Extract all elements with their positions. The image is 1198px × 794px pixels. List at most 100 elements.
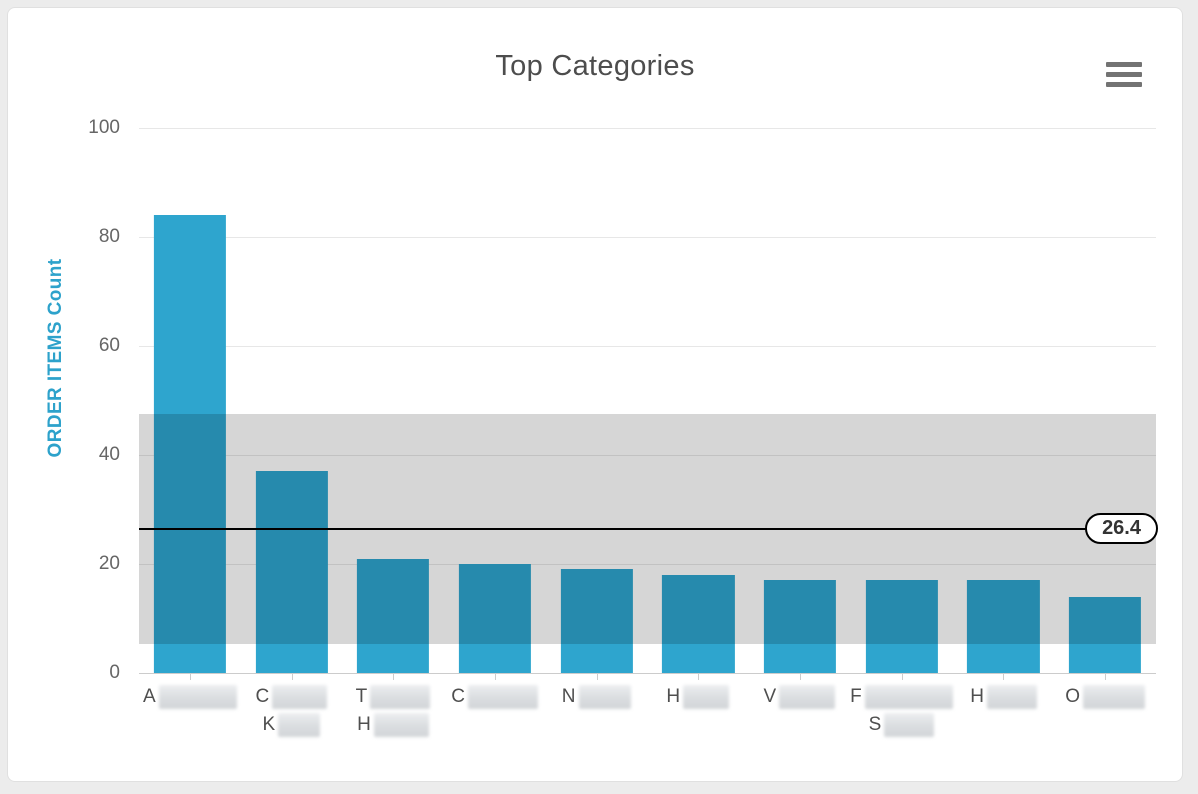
x-label-visible-text: A xyxy=(142,685,156,707)
hamburger-line xyxy=(1106,62,1142,67)
redacted-text-blur xyxy=(779,684,836,709)
x-axis-label: A xyxy=(139,684,241,737)
x-label-visible-text: H xyxy=(970,685,984,707)
bar-slot xyxy=(342,128,444,673)
x-tick-mark xyxy=(494,673,496,680)
x-tick-mark xyxy=(393,673,395,680)
x-tick-mark xyxy=(800,673,802,680)
x-axis-label-line: K xyxy=(263,712,321,737)
bar-slot xyxy=(851,128,953,673)
x-axis-label: O xyxy=(1054,684,1156,737)
y-axis-title: ORDER ITEMS Count xyxy=(45,258,66,458)
x-axis-label-line: H xyxy=(970,684,1037,709)
x-tick-mark xyxy=(596,673,598,680)
x-label-visible-text: S xyxy=(868,713,882,735)
bar-10[interactable] xyxy=(1069,596,1142,673)
bar-8[interactable] xyxy=(865,580,938,673)
x-axis-label-line: O xyxy=(1065,684,1146,709)
bar-slot xyxy=(953,128,1055,673)
plot-area: 26.4 xyxy=(139,128,1158,680)
gridline xyxy=(139,128,1156,129)
x-axis-label: V xyxy=(749,684,851,737)
x-label-visible-text: C xyxy=(451,685,465,707)
y-tick-label: 80 xyxy=(98,226,120,247)
bar-slot xyxy=(648,128,750,673)
x-axis-label: H xyxy=(647,684,749,737)
redacted-text-blur xyxy=(578,684,631,709)
redacted-text-blur xyxy=(370,684,431,709)
redacted-text-blur xyxy=(373,712,429,737)
hamburger-line xyxy=(1106,72,1142,77)
x-axis-label-line: T xyxy=(356,684,431,709)
x-label-visible-text: C xyxy=(255,685,270,707)
bar-slot xyxy=(139,128,241,673)
redacted-text-blur xyxy=(278,712,321,737)
bar-slot xyxy=(444,128,546,673)
x-axis-label: N xyxy=(545,684,647,737)
x-label-visible-text: V xyxy=(763,685,777,707)
x-tick-mark xyxy=(1105,673,1107,680)
y-tick-label: 20 xyxy=(98,553,120,574)
average-value-label: 26.4 xyxy=(1085,513,1158,545)
gridline xyxy=(139,237,1156,238)
redacted-text-blur xyxy=(864,684,953,709)
bar-slot xyxy=(546,128,648,673)
x-axis-label-line: V xyxy=(764,684,836,709)
average-line xyxy=(139,528,1156,531)
redacted-text-blur xyxy=(986,684,1037,709)
x-label-visible-text: H xyxy=(666,685,681,707)
bar-slot xyxy=(749,128,851,673)
bar-slot xyxy=(1054,128,1156,673)
x-tick-mark xyxy=(291,673,293,680)
bar-9[interactable] xyxy=(967,580,1040,673)
x-axis-label-line: H xyxy=(666,684,730,709)
bar-6[interactable] xyxy=(662,574,735,673)
average-value-text: 26.4 xyxy=(1102,517,1141,540)
x-label-visible-text: K xyxy=(262,713,276,735)
hamburger-menu-icon[interactable] xyxy=(1106,62,1142,87)
x-tick-mark xyxy=(901,673,903,680)
gridline xyxy=(139,455,1156,456)
x-label-visible-text: N xyxy=(561,685,576,707)
x-tick-mark xyxy=(1003,673,1005,680)
chart-title: Top Categories xyxy=(495,50,695,82)
redacted-text-blur xyxy=(683,684,730,709)
x-label-visible-text: F xyxy=(850,685,862,707)
y-tick-label: 0 xyxy=(109,662,120,683)
bar-5[interactable] xyxy=(560,569,633,673)
y-tick-label: 40 xyxy=(98,444,120,465)
x-axis-label-line: F xyxy=(850,684,953,709)
bar-3[interactable] xyxy=(357,558,430,673)
bar-series xyxy=(139,128,1156,673)
gridline xyxy=(139,564,1156,565)
bar-7[interactable] xyxy=(763,580,837,673)
x-axis-label-line: A xyxy=(143,684,237,709)
redacted-text-blur xyxy=(272,684,328,709)
chart-card: Top Categories ORDER ITEMS Count 0 20 40 60… xyxy=(7,7,1183,782)
redacted-text-blur xyxy=(1083,684,1146,709)
hamburger-line xyxy=(1106,82,1142,87)
bar-1[interactable] xyxy=(153,215,226,673)
x-axis-label: C xyxy=(444,684,546,737)
y-tick-label: 100 xyxy=(88,117,120,138)
x-tick-mark xyxy=(698,673,700,680)
x-axis-label-line: H xyxy=(357,712,429,737)
bar-2[interactable] xyxy=(255,471,328,673)
x-tick-mark xyxy=(189,673,191,680)
y-tick-label: 60 xyxy=(98,335,120,356)
x-label-visible-text: O xyxy=(1065,685,1081,707)
redacted-text-blur xyxy=(158,684,237,709)
gridline xyxy=(139,346,1156,347)
bar-slot xyxy=(241,128,343,673)
x-axis-label-line: C xyxy=(451,684,538,709)
x-axis-label-line: N xyxy=(562,684,631,709)
x-axis-label: H xyxy=(953,684,1055,737)
x-axis-label-line: S xyxy=(869,712,935,737)
redacted-text-blur xyxy=(884,712,935,737)
x-label-visible-text: T xyxy=(355,685,368,707)
bar-4[interactable] xyxy=(458,564,532,673)
